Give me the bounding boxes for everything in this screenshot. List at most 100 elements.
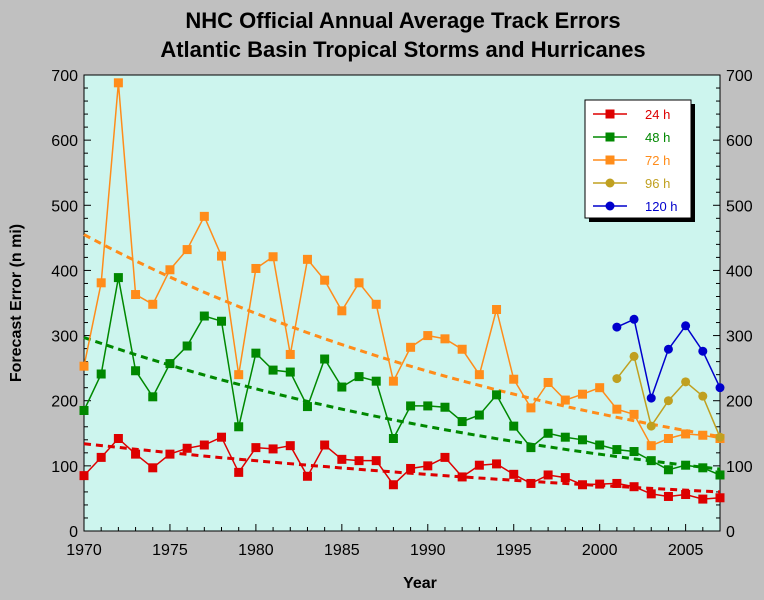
data-point-48h <box>406 401 416 411</box>
y-tick-label-left: 0 <box>69 524 78 541</box>
data-point-96h <box>715 432 725 442</box>
data-point-24h <box>715 493 725 503</box>
data-point-24h <box>148 463 158 473</box>
data-point-120h <box>663 344 673 354</box>
data-point-24h <box>663 491 673 501</box>
data-point-48h <box>217 316 227 326</box>
legend-box <box>584 99 692 219</box>
data-point-72h <box>302 254 312 264</box>
data-point-48h <box>492 390 502 400</box>
data-point-24h <box>474 460 484 470</box>
data-point-48h <box>113 273 123 283</box>
data-point-24h <box>268 444 278 454</box>
data-point-120h <box>698 346 708 356</box>
data-point-72h <box>663 433 673 443</box>
data-point-96h <box>629 351 639 361</box>
data-point-48h <box>612 445 622 455</box>
data-point-72h <box>182 245 192 255</box>
legend-label-96h: 96 h <box>645 176 670 191</box>
data-point-72h <box>457 344 467 354</box>
data-point-72h <box>526 403 536 413</box>
y-tick-label-right: 500 <box>726 198 753 215</box>
legend-marker-48h <box>605 132 615 142</box>
y-tick-label-left: 200 <box>51 394 78 411</box>
data-point-48h <box>595 440 605 450</box>
data-point-48h <box>663 465 673 475</box>
data-point-72h <box>268 252 278 262</box>
data-point-72h <box>354 278 364 288</box>
data-point-48h <box>234 422 244 432</box>
x-tick-label: 1970 <box>66 542 102 559</box>
data-point-24h <box>646 489 656 499</box>
data-point-48h <box>698 463 708 473</box>
data-point-24h <box>595 479 605 489</box>
data-point-72h <box>646 441 656 451</box>
data-point-72h <box>371 299 381 309</box>
data-point-24h <box>457 472 467 482</box>
data-point-24h <box>629 482 639 492</box>
y-tick-label-right: 100 <box>726 459 753 476</box>
data-point-48h <box>371 376 381 386</box>
x-tick-label: 2005 <box>668 542 704 559</box>
data-point-48h <box>474 410 484 420</box>
data-point-48h <box>543 428 553 438</box>
legend: 24 h 48 h 72 h 96 h 120 h <box>584 99 695 222</box>
data-point-72h <box>577 389 587 399</box>
data-point-48h <box>320 354 330 364</box>
data-point-24h <box>526 478 536 488</box>
x-axis-label: Year <box>403 575 437 592</box>
data-point-48h <box>715 470 725 480</box>
data-point-96h <box>646 421 656 431</box>
data-point-120h <box>612 322 622 332</box>
legend-label-24h: 24 h <box>645 107 670 122</box>
data-point-120h <box>629 314 639 324</box>
data-point-48h <box>388 433 398 443</box>
data-point-72h <box>165 265 175 275</box>
data-point-48h <box>148 392 158 402</box>
x-tick-label: 1990 <box>410 542 446 559</box>
data-point-96h <box>698 391 708 401</box>
data-point-48h <box>251 348 261 358</box>
data-point-24h <box>320 440 330 450</box>
data-point-24h <box>388 480 398 490</box>
y-tick-label-right: 600 <box>726 133 753 150</box>
data-point-48h <box>182 341 192 351</box>
data-point-48h <box>681 460 691 470</box>
data-point-48h <box>509 421 519 431</box>
data-point-24h <box>285 441 295 451</box>
data-point-120h <box>715 383 725 393</box>
data-point-48h <box>560 432 570 442</box>
data-point-24h <box>698 494 708 504</box>
data-point-24h <box>79 471 89 481</box>
data-point-72h <box>543 377 553 387</box>
legend-marker-72h <box>605 155 615 165</box>
data-point-48h <box>79 405 89 415</box>
data-point-48h <box>440 402 450 412</box>
data-point-24h <box>577 480 587 490</box>
legend-marker-96h <box>605 178 615 188</box>
data-point-48h <box>337 382 347 392</box>
data-point-24h <box>681 490 691 500</box>
data-point-24h <box>251 443 261 453</box>
data-point-96h <box>681 377 691 387</box>
data-point-72h <box>199 211 209 221</box>
data-point-72h <box>234 370 244 380</box>
data-point-48h <box>423 401 433 411</box>
data-point-24h <box>182 443 192 453</box>
y-tick-label-right: 300 <box>726 329 753 346</box>
y-tick-label-right: 700 <box>726 68 753 85</box>
y-axis-label: Forecast Error (n mi) <box>8 224 25 382</box>
data-point-24h <box>96 452 106 462</box>
legend-label-72h: 72 h <box>645 153 670 168</box>
data-point-24h <box>560 473 570 483</box>
data-point-24h <box>217 432 227 442</box>
data-point-48h <box>354 372 364 382</box>
y-tick-label-right: 200 <box>726 394 753 411</box>
y-tick-label-left: 100 <box>51 459 78 476</box>
data-point-48h <box>96 369 106 379</box>
data-point-72h <box>595 383 605 393</box>
y-tick-label-left: 600 <box>51 133 78 150</box>
y-tick-label-right: 400 <box>726 263 753 280</box>
data-point-48h <box>199 311 209 321</box>
data-point-120h <box>646 393 656 403</box>
